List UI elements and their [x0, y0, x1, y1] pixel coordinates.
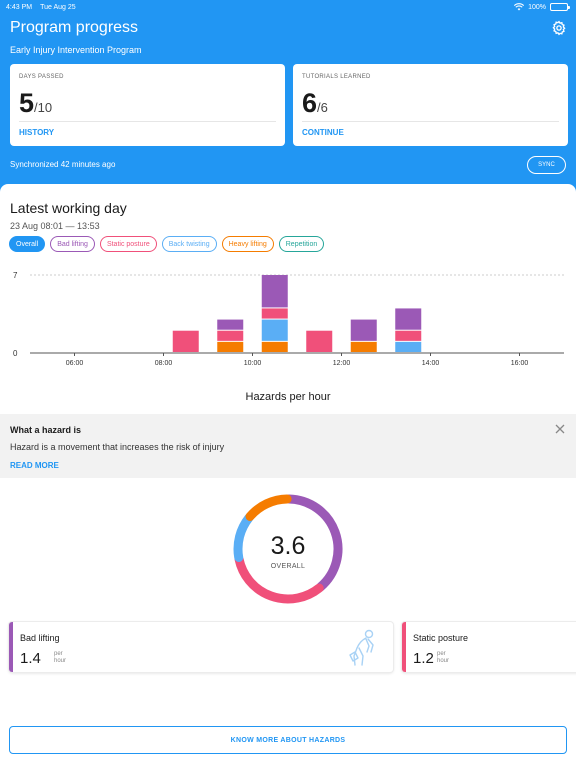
hazard-name: Bad lifting [20, 633, 60, 643]
donut-segment-back-twisting [233, 513, 254, 563]
hazard-card-bad-lifting[interactable]: Bad lifting 1.4 per hour [9, 622, 393, 672]
hazard-info-banner: What a hazard is Hazard is a movement th… [0, 414, 576, 478]
card-value: 5/10 [19, 90, 52, 117]
unit-hour: hour [437, 658, 450, 664]
chart-y-tick-label: 0 [13, 349, 18, 358]
chart-bar-segment [350, 341, 377, 352]
tutorials-total: /6 [317, 100, 328, 115]
chip-heavy-lifting[interactable]: Heavy lifting [221, 236, 274, 252]
chart-bar-segment [261, 308, 288, 319]
hazard-rate: 1.2 [413, 650, 434, 667]
status-bar: 4:43 PM Tue Aug 25 100% [6, 2, 570, 12]
know-more-button[interactable]: KNOW MORE ABOUT HAZARDS [9, 726, 567, 754]
read-more-link[interactable]: READ MORE [10, 461, 59, 470]
days-passed-value: 5 [19, 88, 35, 118]
chart-bar-segment [261, 341, 288, 352]
card-divider [302, 121, 559, 122]
unit-per: per [437, 651, 446, 657]
chart-bar-segment [395, 308, 422, 330]
chart-bar-segment [217, 330, 244, 341]
unit-per: per [54, 651, 63, 657]
status-time: 4:43 PM [6, 3, 33, 11]
header: 4:43 PM Tue Aug 25 100% Program progress… [0, 0, 576, 200]
chart-bar-segment [395, 341, 422, 352]
chip-static-posture[interactable]: Static posture [99, 236, 157, 252]
tutorials-learned-card: TUTORIALS LEARNED 6/6 CONTINUE [293, 64, 568, 146]
tutorials-learned-value: 6 [302, 88, 318, 118]
chart-bar-segment [217, 319, 244, 330]
chip-repetition[interactable]: Repetition [278, 236, 325, 252]
gear-icon[interactable] [551, 20, 567, 36]
donut-segment-static-posture [234, 554, 324, 604]
hazard-rate: 1.4 [20, 650, 41, 667]
chip-back-twisting[interactable]: Back twisting [161, 236, 217, 252]
donut-segment-bad-lifting [284, 494, 343, 592]
overall-hazard-value: 3.6 [270, 532, 306, 560]
status-date: Tue Aug 25 [40, 3, 76, 11]
unit-hour: hour [54, 658, 67, 664]
day-time-range: 23 Aug 08:01 — 13:53 [10, 221, 100, 231]
card-label: DAYS PASSED [19, 74, 64, 80]
sync-status: Synchronized 42 minutes ago [10, 160, 116, 169]
section-title: Latest working day [10, 200, 127, 216]
chart-bar-segment [217, 341, 244, 352]
battery-percent: 100% [528, 3, 546, 11]
hazard-color-bar [9, 622, 13, 672]
days-passed-card: DAYS PASSED 5/10 HISTORY [10, 64, 285, 146]
info-body: Hazard is a movement that increases the … [10, 442, 225, 452]
hazard-color-bar [402, 622, 406, 672]
history-link[interactable]: HISTORY [19, 128, 55, 137]
hazard-rate-unit: per hour [437, 651, 449, 665]
chart-x-tick-label: 16:00 [511, 360, 529, 367]
hazard-card-static-posture[interactable]: Static posture 1.2 per hour [402, 622, 576, 672]
program-subtitle: Early Injury Intervention Program [10, 45, 142, 55]
chart-x-tick-label: 10:00 [244, 360, 262, 367]
chart-x-tick-label: 14:00 [422, 360, 440, 367]
card-divider [19, 121, 276, 122]
close-icon[interactable] [554, 423, 566, 435]
chart-bar-segment [395, 330, 422, 341]
chart-bar-segment [172, 330, 199, 352]
card-label: TUTORIALS LEARNED [302, 74, 371, 80]
chip-overall[interactable]: Overall [9, 236, 46, 252]
chart-x-tick-label: 06:00 [66, 360, 84, 367]
chart-y-tick-label: 7 [13, 271, 18, 280]
wifi-icon [514, 3, 525, 11]
chart-bar-segment [306, 330, 333, 352]
chart-bar-segment [261, 275, 288, 308]
battery-icon [550, 3, 570, 11]
person-lifting-icon [349, 629, 374, 666]
page-title: Program progress [10, 19, 139, 36]
info-heading: What a hazard is [10, 425, 82, 435]
chart-caption: Hazards per hour [245, 391, 331, 403]
chart-bar-segment [261, 319, 288, 341]
hazard-name: Static posture [413, 633, 469, 643]
chip-bad-lifting[interactable]: Bad lifting [50, 236, 95, 252]
card-value: 6/6 [302, 90, 328, 117]
overall-label: OVERALL [270, 563, 306, 570]
sync-button[interactable]: SYNC [527, 156, 566, 174]
donut-segment-heavy-lifting [245, 494, 292, 521]
days-total: /10 [34, 100, 53, 115]
hazard-rate-unit: per hour [54, 651, 66, 665]
chart-x-tick-label: 08:00 [155, 360, 173, 367]
hazards-bar-chart: 7 0 06:00 08:00 10:00 12:00 14:00 16:00 [13, 271, 564, 367]
overall-donut-chart [233, 494, 343, 604]
chart-x-tick-label: 12:00 [333, 360, 351, 367]
chart-bar-segment [350, 319, 377, 341]
hazard-filter-chips: Overall Bad lifting Static posture Back twi… [9, 236, 325, 252]
continue-link[interactable]: CONTINUE [302, 128, 344, 137]
